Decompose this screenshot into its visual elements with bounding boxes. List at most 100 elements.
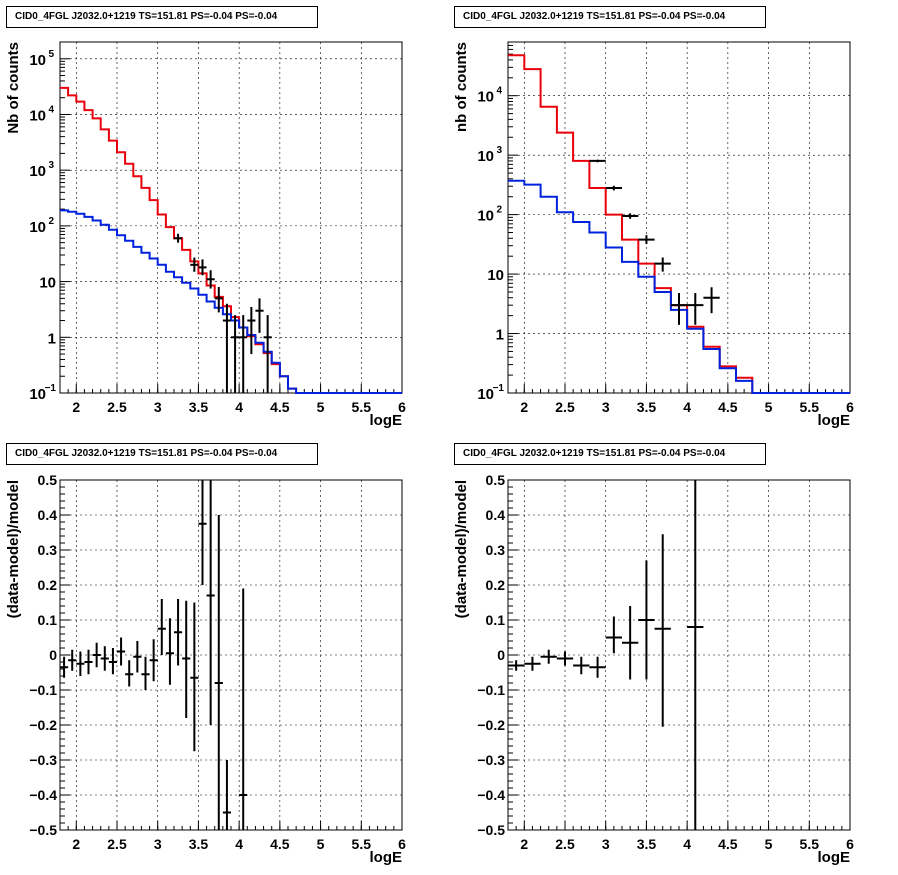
y-tick-exponent: 2: [496, 205, 502, 216]
data-point: [141, 656, 150, 690]
y-tick-label: 10: [487, 267, 504, 284]
y-tick-exponent: 4: [496, 86, 502, 97]
data-point: [556, 651, 574, 666]
x-tick-label: 6: [398, 836, 406, 852]
x-tick-label: 4: [235, 836, 243, 852]
y-tick-exponent: 4: [48, 104, 54, 115]
data-point: [589, 656, 606, 678]
x-tick-label: 4.5: [718, 399, 738, 415]
data-point: [524, 656, 541, 671]
y-tick-label: 10: [477, 208, 494, 225]
y-tick-exponent: −1: [493, 383, 505, 394]
x-tick-label: 4: [683, 399, 691, 415]
data-point: [149, 639, 158, 682]
data-point: [508, 660, 525, 671]
chart-title-3: CID0_4FGL J2032.0+1219 TS=151.81 PS=-0.0…: [6, 443, 318, 465]
y-tick-label: 0.4: [486, 507, 506, 523]
y-tick-label: 10: [477, 148, 494, 165]
y-tick-label: 0.2: [38, 577, 58, 593]
y-tick-exponent: −1: [45, 383, 57, 394]
y-axis-label: (data-model)/model: [5, 480, 22, 618]
data-point: [165, 618, 174, 685]
y-tick-label: −0.1: [29, 682, 57, 698]
x-tick-label: 4.5: [718, 836, 738, 852]
chart-title-4: CID0_4FGL J2032.0+1219 TS=151.81 PS=-0.0…: [454, 443, 766, 465]
data-point: [68, 649, 77, 671]
data-point: [92, 642, 101, 668]
x-tick-label: 5.5: [800, 399, 820, 415]
y-tick-exponent: 3: [496, 145, 502, 156]
data-point: [76, 651, 85, 676]
x-tick-label: 3: [602, 836, 610, 852]
x-tick-label: 4: [683, 836, 691, 852]
y-tick-label: −0.4: [477, 787, 505, 803]
x-tick-label: 4.5: [270, 836, 290, 852]
y-tick-label: −0.5: [477, 822, 505, 838]
data-point: [638, 235, 655, 245]
data-point: [263, 315, 272, 393]
series-line-blue: [508, 179, 850, 394]
x-tick-label: 3: [602, 399, 610, 415]
data-point: [84, 649, 93, 675]
x-tick-label: 5: [765, 836, 773, 852]
y-tick-label: 0.3: [38, 542, 58, 558]
data-point: [605, 616, 622, 654]
x-tick-label: 5.5: [800, 836, 820, 852]
data-point: [60, 656, 69, 678]
x-tick-label: 4.5: [270, 399, 290, 415]
x-axis-label: logE: [370, 849, 403, 866]
x-tick-label: 2: [520, 399, 528, 415]
x-tick-label: 3.5: [637, 399, 657, 415]
y-tick-label: −0.4: [29, 787, 57, 803]
chart-title-2: CID0_4FGL J2032.0+1219 TS=151.81 PS=-0.0…: [454, 6, 766, 28]
data-point: [255, 298, 264, 333]
data-point: [214, 286, 223, 313]
data-point: [206, 270, 215, 289]
x-axis-label: logE: [818, 412, 851, 429]
x-tick-label: 3.5: [189, 836, 209, 852]
x-tick-label: 3.5: [189, 399, 209, 415]
x-tick-label: 5.5: [352, 836, 372, 852]
y-tick-label: 10: [477, 89, 494, 106]
y-tick-label: 0.2: [486, 577, 506, 593]
y-tick-label: 0.3: [486, 542, 506, 558]
y-tick-label: 1: [496, 327, 504, 344]
data-point: [100, 646, 109, 671]
y-tick-label: −0.3: [29, 752, 57, 768]
data-point: [206, 480, 215, 725]
y-tick-exponent: 3: [48, 160, 54, 171]
y-tick-label: 0.5: [486, 472, 506, 488]
y-tick-label: 0.1: [486, 612, 506, 628]
chart-title-1: CID0_4FGL J2032.0+1219 TS=151.81 PS=-0.0…: [6, 6, 318, 28]
x-tick-label: 6: [846, 399, 854, 415]
y-tick-label: 0: [49, 647, 57, 663]
x-tick-label: 2: [72, 836, 80, 852]
data-point: [605, 185, 622, 191]
x-tick-label: 2: [520, 836, 528, 852]
y-tick-label: 0: [497, 647, 505, 663]
y-tick-exponent: 2: [48, 216, 54, 227]
plot-frame: [507, 41, 851, 394]
data-point: [670, 293, 688, 325]
x-tick-label: 5: [317, 836, 325, 852]
data-point: [687, 480, 704, 830]
y-tick-label: 10: [39, 275, 56, 292]
data-point: [125, 660, 134, 687]
data-point: [589, 159, 606, 163]
y-tick-label: 0.5: [38, 472, 58, 488]
data-point: [182, 600, 191, 718]
y-tick-label: 10: [29, 107, 46, 124]
data-point: [622, 606, 639, 680]
x-tick-label: 4: [235, 399, 243, 415]
x-axis-label: logE: [818, 849, 851, 866]
data-point: [214, 515, 223, 830]
data-point: [174, 599, 183, 666]
y-tick-label: 10: [29, 386, 46, 403]
x-tick-label: 6: [846, 836, 854, 852]
data-point: [239, 588, 248, 830]
x-tick-label: 3: [154, 399, 162, 415]
